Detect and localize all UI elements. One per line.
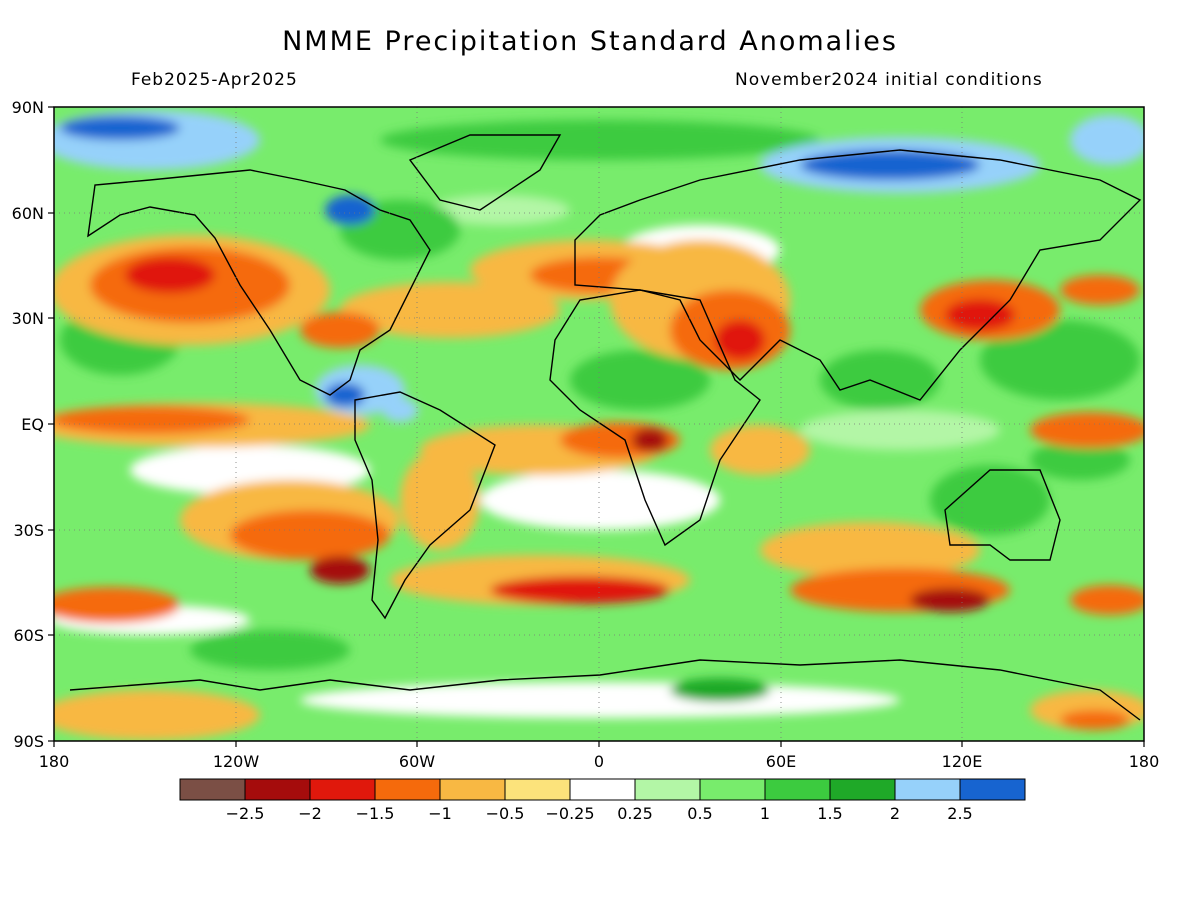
colorbar-swatch (699, 778, 766, 801)
region-patch (340, 282, 560, 338)
region-patch (430, 195, 570, 225)
colorbar-swatch (439, 778, 506, 801)
colorbar-labels: −2.5 −2 −1.5 −1 −0.5 −0.25 0.25 0.5 1 1.5 2 2.5 (226, 804, 973, 823)
region-patch (380, 120, 820, 160)
greenland-coastline (408, 134, 562, 211)
region-patch (1070, 585, 1144, 615)
colorbar-swatch (374, 778, 441, 801)
region-patch (910, 588, 990, 612)
colorbar-tick-label: 0.25 (617, 804, 653, 823)
region-patch (820, 350, 940, 410)
region-patch (980, 320, 1140, 400)
colorbar-tick-label: −0.25 (545, 804, 594, 823)
lon-label: 60E (766, 752, 796, 771)
region-patch (310, 556, 370, 584)
colorbar-tick-label: 2 (890, 804, 900, 823)
region-patch (800, 150, 980, 180)
region-patch (400, 450, 480, 550)
colorbar-tick-label: −1 (428, 804, 452, 823)
region-patch (1060, 710, 1130, 730)
region-patch (325, 195, 375, 225)
longitude-labels: 180 120W 60W 0 60E 120E 180 (39, 752, 1160, 771)
colorbar-swatch (764, 778, 831, 801)
region-patch (300, 312, 380, 348)
colorbar-swatch (179, 778, 246, 801)
region-patch (190, 630, 350, 670)
colorbar-swatch (959, 778, 1026, 801)
lon-label: 120W (213, 752, 260, 771)
colorbar-swatch (244, 778, 311, 801)
colorbar-tick-label: 2.5 (947, 804, 972, 823)
colorbar-swatch (504, 778, 571, 801)
lat-label: 90N (12, 98, 44, 117)
colorbar-swatch (309, 778, 376, 801)
region-patch (715, 320, 765, 360)
colorbar-swatch (569, 778, 636, 801)
africa-coastline (549, 289, 761, 547)
initial-conditions: November2024 initial conditions (735, 70, 1043, 90)
region-patch (1030, 440, 1130, 480)
region-patch (54, 406, 250, 434)
antarctica-coastline (69, 659, 1141, 721)
region-patch (480, 470, 720, 530)
lat-label: 30S (13, 521, 44, 540)
colorbar-tick-label: 1.5 (817, 804, 842, 823)
south-america-coastline (354, 391, 496, 620)
latitude-labels: 90N 60N 30N EQ 30S 60S 90S (12, 98, 44, 751)
colorbar-swatch (829, 778, 896, 801)
colorbar-tick-label: −1.5 (356, 804, 395, 823)
region-patch (570, 350, 710, 410)
region-patch (800, 410, 1000, 450)
coastlines (69, 134, 1142, 721)
region-patch (1070, 115, 1144, 165)
colorbar-swatch (894, 778, 961, 801)
region-patch (945, 299, 1015, 331)
region-patch (490, 576, 670, 604)
region-patch (632, 428, 668, 452)
region-patch (230, 510, 390, 560)
region-patch (125, 257, 215, 293)
australia-coastline (944, 469, 1061, 561)
north-america-coastline (87, 169, 431, 396)
region-patch (382, 398, 418, 422)
colorbar-swatch (634, 778, 701, 801)
region-patch (54, 587, 180, 623)
region-patch (710, 425, 810, 475)
lat-label: 60S (13, 626, 44, 645)
lon-label: 120E (942, 752, 983, 771)
axis-ticks (48, 106, 1145, 747)
colorbar-tick-label: −2 (298, 804, 322, 823)
lat-label: 60N (12, 204, 44, 223)
lon-label: 180 (39, 752, 70, 771)
colorbar-tick-label: −2.5 (226, 804, 265, 823)
colorbar-tick-label: 1 (760, 804, 770, 823)
colorbar (179, 778, 1026, 801)
lon-label: 180 (1129, 752, 1160, 771)
region-patch (1030, 412, 1144, 448)
colorbar-tick-label: 0.5 (687, 804, 712, 823)
region-patch (1060, 275, 1140, 305)
lat-label: 90S (13, 732, 44, 751)
lat-label: EQ (21, 415, 44, 434)
forecast-period: Feb2025-Apr2025 (131, 70, 298, 90)
region-patch (54, 690, 260, 740)
lon-label: 60W (399, 752, 435, 771)
region-patch (760, 522, 980, 578)
chart-title: NMME Precipitation Standard Anomalies (282, 26, 898, 57)
region-patch (670, 678, 770, 702)
region-patch (930, 465, 1050, 535)
eurasia-coastline (574, 149, 1142, 401)
region-patch (60, 116, 180, 140)
lat-label: 30N (12, 309, 44, 328)
graticule (54, 107, 1144, 741)
colorbar-tick-label: −0.5 (486, 804, 525, 823)
lon-label: 0 (594, 752, 604, 771)
